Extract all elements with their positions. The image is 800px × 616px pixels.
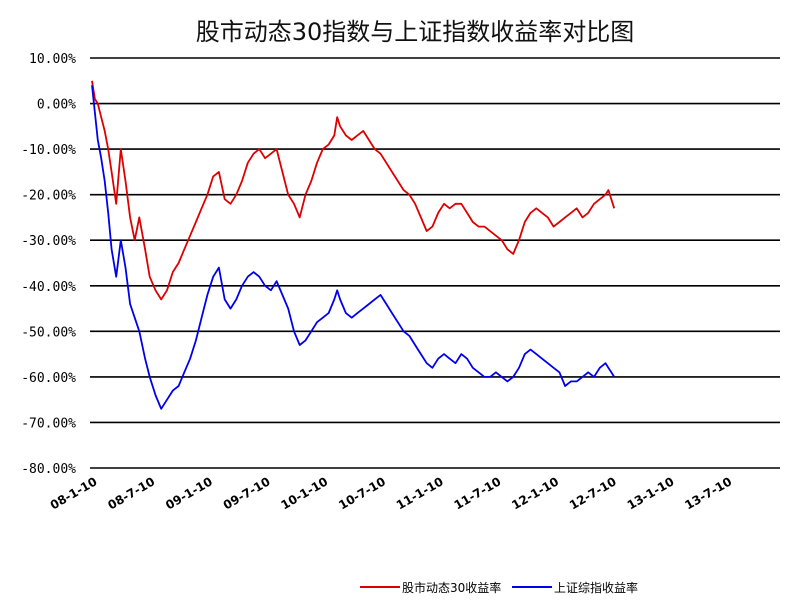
gridlines [90,57,780,469]
y-tick-label: -60.00% [21,371,76,386]
y-tick-label: -40.00% [21,280,76,295]
legend-label-2: 上证综指收益率 [554,580,638,595]
y-tick-label: 10.00% [29,52,76,67]
y-tick-label: -70.00% [21,416,76,431]
legend: 股市动态30收益率 上证综指收益率 [360,580,638,595]
y-tick-label: -30.00% [21,234,76,249]
y-tick-label: -10.00% [21,143,76,158]
chart-title: 股市动态30指数与上证指数收益率对比图 [196,18,635,46]
y-tick-label: -80.00% [21,462,76,477]
series-line-1 [91,80,616,301]
series-lines [91,80,616,410]
y-axis-ticks: 10.00% 0.00% -10.00% -20.00% -30.00% -40.00% -… [21,52,76,477]
y-tick-label: -50.00% [21,325,76,340]
y-tick-label: 0.00% [37,98,76,113]
y-tick-label: -20.00% [21,189,76,204]
series-line-2 [91,85,615,410]
legend-label-1: 股市动态30收益率 [402,580,501,595]
